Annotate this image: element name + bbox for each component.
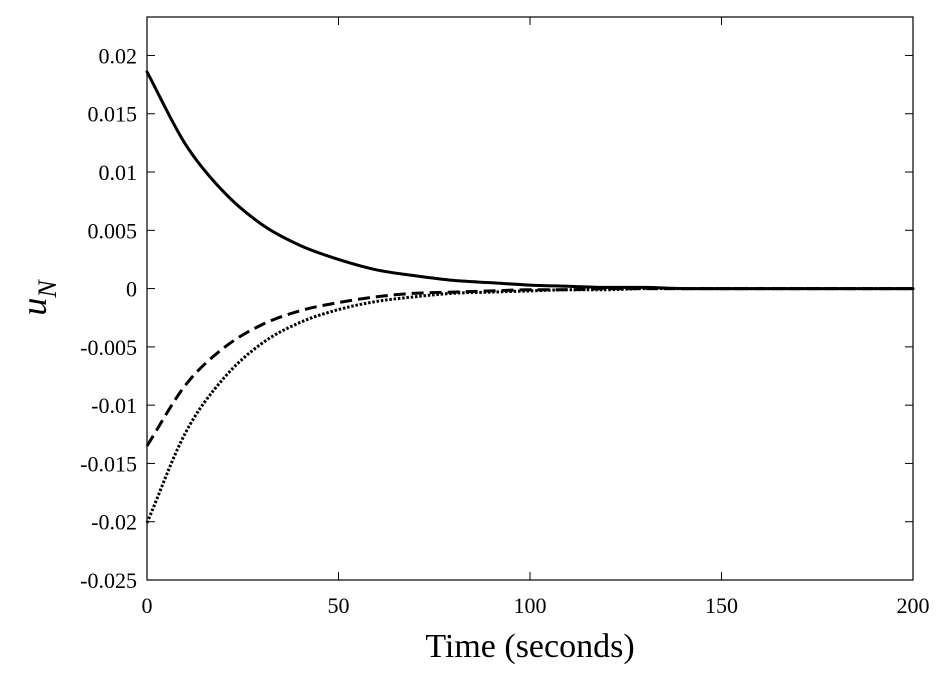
tick-label-layer: 0 50 100 150 200 0.02 0.015 0.01 0.005 0 -0.005 -0.… <box>80 43 929 618</box>
y-tick-label: 0.015 <box>88 102 138 127</box>
x-tick-label: 0 <box>142 593 153 618</box>
y-tick-label: -0.025 <box>80 568 137 593</box>
series-line-dashed <box>145 287 913 447</box>
y-tick-label: -0.015 <box>80 451 137 476</box>
x-axis-title: Time (seconds) <box>425 628 634 665</box>
y-tick-label: 0.01 <box>99 160 138 185</box>
y-tick-label: 0 <box>126 277 137 302</box>
x-tick-label: 100 <box>514 593 547 618</box>
y-axis-title: uN <box>14 279 62 316</box>
y-tick-label: -0.02 <box>91 510 137 535</box>
x-tick-label: 50 <box>328 593 350 618</box>
y-tick-label: -0.01 <box>91 393 137 418</box>
y-tick-label: 0.005 <box>88 218 138 243</box>
x-tick-label: 200 <box>897 593 930 618</box>
series-layer <box>145 70 915 524</box>
svg-text:uN: uN <box>14 279 62 316</box>
y-axis-title-subscript: N <box>33 279 62 299</box>
plot-frame <box>146 16 914 581</box>
y-tick-label: 0.02 <box>99 43 138 68</box>
y-tick-label: -0.005 <box>80 335 137 360</box>
series-line-dotted <box>145 287 913 524</box>
x-tick-label: 150 <box>705 593 738 618</box>
plot-area <box>147 17 913 580</box>
y-axis-title-main: u <box>14 298 54 316</box>
